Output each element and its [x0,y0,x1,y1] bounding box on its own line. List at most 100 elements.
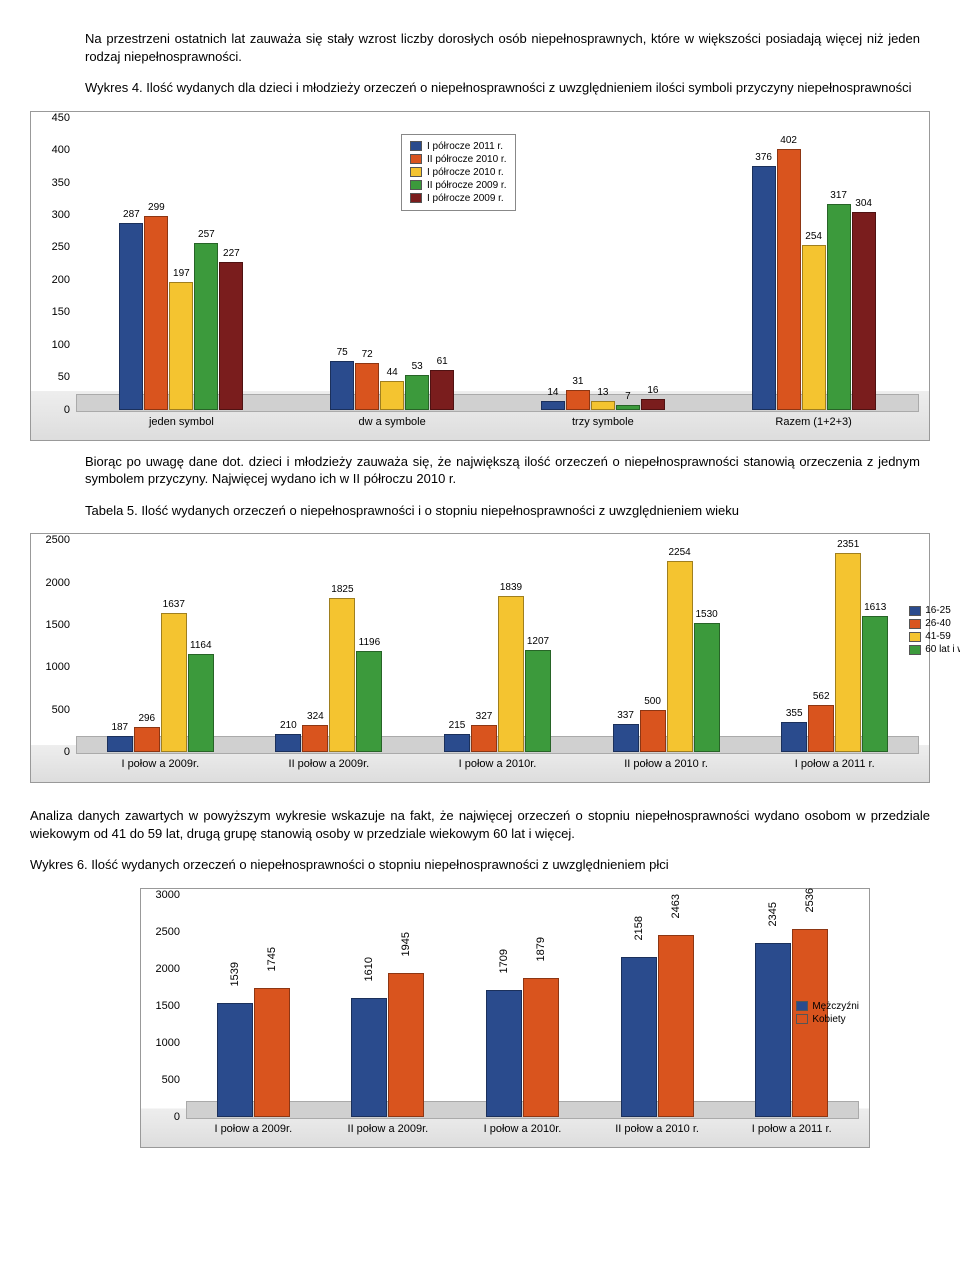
legend-swatch [909,632,921,642]
bar-value-label: 337 [617,710,634,721]
legend-label: I półrocze 2009 r. [427,193,504,204]
bar-value-label: 1745 [266,947,278,971]
bar: 187 [107,736,133,752]
bar-value-label: 2254 [668,547,690,558]
bar-value-label: 31 [572,376,583,387]
x-axis-label: I połow a 2010r. [413,758,582,778]
x-axis-label: I połow a 2009r. [186,1123,321,1143]
y-tick: 1500 [46,619,70,631]
x-axis-label: I połow a 2009r. [76,758,245,778]
bar-group: 18729616371164 [97,613,223,752]
bar: 72 [355,363,379,410]
bar: 296 [134,727,160,752]
bar-value-label: 197 [173,268,190,279]
bar: 1945 [388,973,424,1117]
bar-value-label: 210 [280,720,297,731]
bar-value-label: 2463 [670,894,682,918]
bar-value-label: 317 [830,190,847,201]
y-tick: 500 [52,704,70,716]
bar-value-label: 327 [476,711,493,722]
y-tick: 100 [52,339,70,351]
bar-value-label: 2536 [804,888,816,912]
x-axis-label: I połow a 2010r. [455,1123,590,1143]
paragraph-2: Biorąc po uwagę dane dot. dzieci i młodz… [85,453,920,488]
bar-value-label: 287 [123,209,140,220]
bar-group: 21532718391207 [434,596,560,752]
legend-item: Mężczyźni [796,1001,859,1012]
bar: 562 [808,705,834,753]
bar-value-label: 1945 [400,932,412,956]
bar-group: 7572445361 [313,361,471,410]
bar-value-label: 61 [437,356,448,367]
chart2: 05001000150020002500 1872961637116421032… [30,533,930,783]
y-tick: 0 [64,404,70,416]
y-tick: 350 [52,177,70,189]
legend-label: I półrocze 2010 r. [427,167,504,178]
y-tick: 0 [64,746,70,758]
legend-label: II półrocze 2010 r. [427,154,507,165]
bar: 257 [194,243,218,410]
legend-item: I półrocze 2009 r. [410,193,507,204]
x-axis-label: II połow a 2010 r. [590,1123,725,1143]
bar-value-label: 227 [223,248,240,259]
bar: 287 [119,223,143,409]
bar: 2254 [667,561,693,752]
bar: 1637 [161,613,187,752]
bar: 1613 [862,616,888,753]
x-axis-label: II połow a 2009r. [321,1123,456,1143]
y-tick: 3000 [156,889,180,901]
bar: 2463 [658,935,694,1117]
bar-value-label: 1610 [363,957,375,981]
y-tick: 1000 [46,661,70,673]
x-axis-label: I połow a 2011 r. [750,758,919,778]
legend-item: I półrocze 2011 r. [410,141,507,152]
bar-value-label: 1196 [359,637,381,648]
bar: 1879 [523,978,559,1117]
bar: 327 [471,725,497,753]
chart1-legend: I półrocze 2011 r. II półrocze 2010 r. I p… [401,134,516,211]
bar-value-label: 500 [644,696,661,707]
legend-item: 41-59 [909,631,960,642]
bar: 2158 [621,957,657,1117]
bar: 299 [144,216,168,410]
chart2-legend: 16-2526-4041-5960 lat i w ięcej [909,603,960,657]
chart3-legend: Mężczyźni Kobiety [796,999,859,1027]
bar-value-label: 1825 [331,584,353,595]
bar: 317 [827,204,851,410]
y-tick: 1500 [156,1000,180,1012]
bar: 13 [591,401,615,409]
legend-item: II półrocze 2010 r. [410,154,507,165]
bar: 304 [852,212,876,409]
legend-swatch [410,154,422,164]
bar: 1539 [217,1003,253,1117]
legend-swatch [410,180,422,190]
bar: 44 [380,381,404,410]
legend-label: Kobiety [812,1014,845,1025]
bar-value-label: 376 [755,152,772,163]
bar-group: 35556223511613 [771,553,897,752]
intro-paragraph: Na przestrzeni ostatnich lat zauważa się… [85,30,920,65]
legend-label: I półrocze 2011 r. [427,141,503,152]
bar: 227 [219,262,243,409]
bar: 337 [613,724,639,753]
bar: 1839 [498,596,524,752]
bar: 7 [616,405,640,410]
bar-value-label: 1530 [695,609,717,620]
legend-label: 41-59 [925,631,951,642]
bar: 197 [169,282,193,410]
bar: 14 [541,401,565,410]
bar-value-label: 402 [780,135,797,146]
x-axis-label: II połow a 2009r. [245,758,414,778]
bar: 254 [802,245,826,410]
legend-swatch [909,645,921,655]
bar: 1196 [356,651,382,752]
bar-value-label: 562 [813,691,830,702]
bar-group: 376402254317304 [735,149,893,410]
bar-group: 17091879 [479,978,566,1117]
x-axis-label: Razem (1+2+3) [708,416,919,436]
bar: 1610 [351,998,387,1117]
x-axis-label: trzy symbole [498,416,709,436]
bar-value-label: 1839 [500,582,522,593]
bar-value-label: 75 [337,347,348,358]
bar-value-label: 257 [198,229,215,240]
